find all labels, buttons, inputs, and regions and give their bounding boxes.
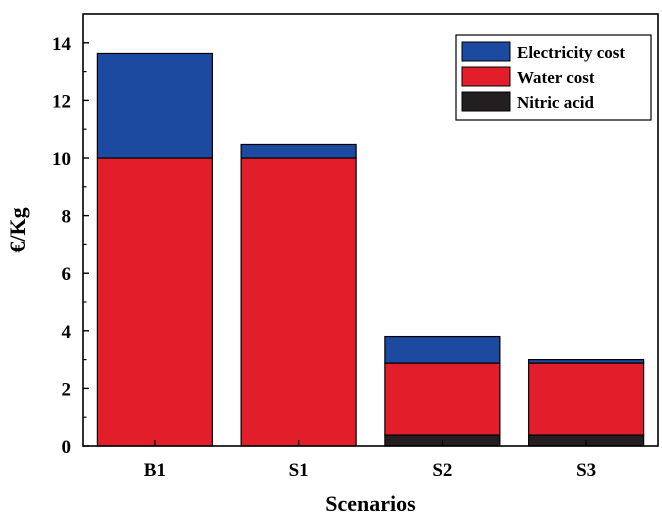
y-axis-title: €/Kg — [5, 207, 30, 252]
y-tick-label: 10 — [52, 149, 71, 170]
bar-s3-water-cost — [528, 362, 645, 436]
x-axis: B1 S1 S2 S3 — [144, 440, 596, 481]
y-tick-label: 2 — [62, 379, 72, 400]
legend-label-electricity-cost: Electricity cost — [517, 43, 625, 62]
bar-s1-electricity-cost — [240, 143, 357, 159]
bars-layer — [96, 52, 645, 447]
bar-s2-electricity-cost — [384, 335, 501, 364]
legend-swatch-nitric-acid — [461, 91, 511, 112]
y-tick-label: 4 — [62, 322, 72, 343]
bar-s1-water-cost — [240, 157, 357, 447]
y-tick-label: 0 — [62, 437, 72, 458]
x-tick-label-b1: B1 — [144, 460, 166, 481]
x-tick-label-s3: S3 — [576, 460, 596, 481]
y-axis: 0 2 4 6 8 10 12 14 — [52, 34, 89, 458]
legend: Electricity cost Water cost Nitric acid — [455, 34, 652, 121]
y-tick-label: 6 — [62, 264, 72, 285]
legend-swatch-water-cost — [461, 66, 511, 87]
x-axis-title: Scenarios — [325, 491, 416, 516]
bar-s2-water-cost — [384, 362, 501, 436]
legend-swatch-electricity-cost — [461, 41, 511, 62]
legend-label-nitric-acid: Nitric acid — [517, 93, 594, 112]
y-tick-label: 14 — [52, 34, 72, 55]
y-tick-label: 8 — [62, 207, 72, 228]
bar-b1-water-cost — [96, 157, 213, 447]
plot-frame — [82, 13, 659, 447]
y-tick-label: 12 — [52, 91, 71, 112]
bar-b1-electricity-cost — [96, 52, 213, 159]
bar-s3-electricity-cost — [528, 359, 645, 364]
legend-label-water-cost: Water cost — [517, 68, 595, 87]
x-tick-label-s1: S1 — [289, 460, 309, 481]
x-tick-label-s2: S2 — [432, 460, 452, 481]
